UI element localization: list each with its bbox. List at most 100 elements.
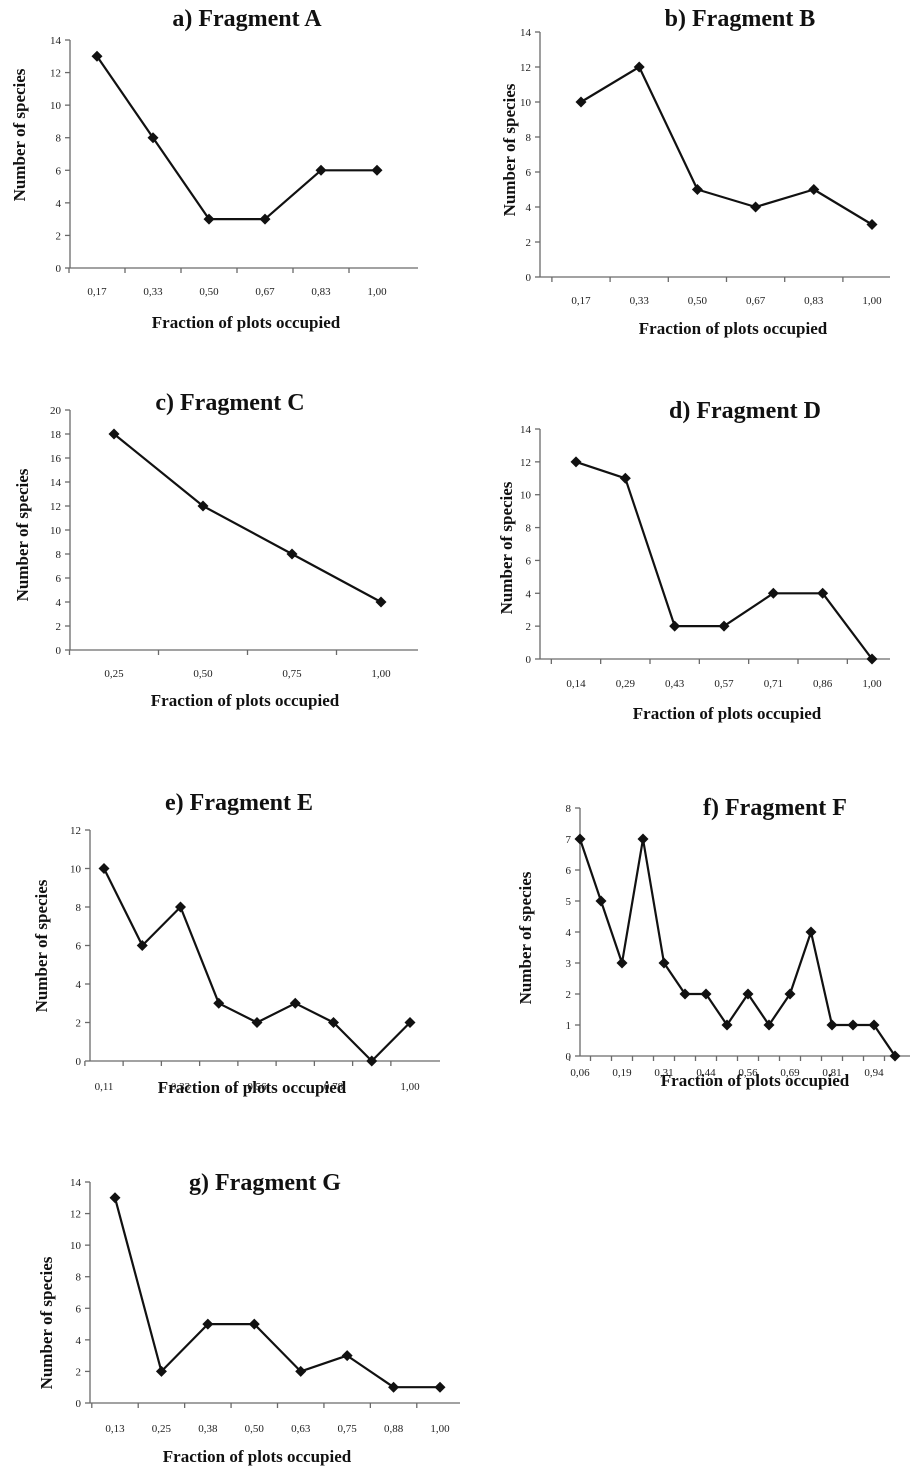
- data-point-marker: [868, 1019, 880, 1031]
- x-tick-label: 0,17: [571, 295, 591, 307]
- x-axis-label: Fraction of plots occupied: [639, 319, 828, 338]
- y-tick-label: 10: [520, 490, 532, 502]
- data-point-marker: [817, 587, 829, 599]
- data-point-marker: [847, 1019, 859, 1031]
- data-point-marker: [289, 997, 301, 1009]
- x-tick-label: 0,17: [87, 286, 107, 298]
- chart-f-svg: f) Fragment F Number of species Fraction…: [516, 795, 910, 1090]
- x-axis-label: Fraction of plots occupied: [661, 1071, 850, 1090]
- y-tick-label: 14: [520, 424, 532, 436]
- y-tick-label: 20: [50, 405, 62, 417]
- data-point-marker: [595, 895, 607, 907]
- series-line: [113, 1197, 440, 1389]
- data-point-marker: [808, 184, 820, 195]
- data-point-marker: [575, 96, 587, 108]
- x-tick-label: 0,71: [764, 678, 783, 690]
- chart-panel-a: a) Fragment A Number of species Fraction…: [0, 0, 430, 345]
- data-point-marker: [763, 1019, 775, 1031]
- data-point-marker: [742, 988, 754, 1000]
- data-point-marker: [366, 1055, 378, 1067]
- x-tick-label: 0,83: [804, 295, 824, 307]
- chart-panel-f: f) Fragment F Number of species Fraction…: [490, 780, 917, 1110]
- data-point-marker: [750, 201, 762, 213]
- data-point-marker: [784, 988, 796, 1000]
- data-point-marker: [574, 833, 586, 845]
- y-tick-label: 2: [56, 230, 62, 242]
- data-point-marker: [98, 863, 110, 874]
- data-point-marker: [658, 957, 670, 969]
- x-tick-label: 0,33: [171, 1081, 191, 1093]
- y-tick-label: 8: [56, 133, 62, 145]
- y-tick-label: 6: [76, 1303, 82, 1315]
- x-axis-label: Fraction of plots occupied: [633, 704, 822, 723]
- y-tick-label: 8: [526, 523, 532, 535]
- data-point-marker: [136, 940, 148, 951]
- y-tick-label: 2: [526, 621, 532, 633]
- y-tick-label: 6: [526, 167, 532, 179]
- x-tick-label: 0,06: [570, 1067, 590, 1079]
- x-tick-label: 0,11: [95, 1081, 114, 1093]
- x-axis-label: Fraction of plots occupied: [152, 313, 341, 332]
- data-point-marker: [315, 164, 327, 176]
- y-tick-label: 7: [566, 834, 572, 846]
- y-tick-label: 8: [76, 902, 82, 914]
- y-tick-label: 2: [76, 1366, 82, 1378]
- data-point-marker: [147, 132, 159, 144]
- y-tick-label: 6: [56, 165, 62, 177]
- x-axis-label: Fraction of plots occupied: [158, 1078, 347, 1097]
- data-point-marker: [202, 1318, 214, 1330]
- chart-e-svg: e) Fragment E Number of species Fraction…: [32, 790, 440, 1097]
- y-tick-label: 4: [526, 202, 532, 214]
- data-point-marker: [108, 428, 120, 440]
- y-tick-label: 14: [50, 477, 62, 489]
- y-tick-label: 1: [566, 1020, 572, 1032]
- data-point-marker: [691, 184, 703, 195]
- x-tick-label: 0,78: [324, 1081, 344, 1093]
- x-tick-label: 0,86: [813, 678, 833, 690]
- y-tick-label: 12: [50, 501, 61, 513]
- data-point-marker: [248, 1318, 260, 1330]
- x-tick-label: 0,13: [105, 1423, 125, 1435]
- y-tick-label: 10: [70, 864, 82, 876]
- y-tick-label: 10: [520, 97, 532, 109]
- data-point-marker: [328, 1017, 339, 1028]
- x-tick-label: 0,69: [780, 1067, 800, 1079]
- y-axis-label: Number of species: [13, 468, 32, 601]
- data-point-marker: [669, 620, 681, 632]
- chart-title: g) Fragment G: [189, 1170, 341, 1196]
- data-point-marker: [679, 988, 691, 1000]
- y-axis-label: Number of species: [516, 871, 535, 1004]
- y-tick-label: 14: [520, 27, 532, 39]
- x-tick-label: 0,67: [746, 295, 766, 307]
- y-tick-label: 2: [566, 989, 572, 1001]
- y-tick-label: 3: [566, 958, 572, 970]
- data-point-marker: [700, 988, 712, 1000]
- x-tick-label: 0,50: [688, 295, 708, 307]
- x-tick-label: 0,25: [104, 668, 124, 680]
- y-tick-label: 12: [520, 457, 531, 469]
- y-axis-label: Number of species: [497, 481, 516, 614]
- y-tick-label: 4: [76, 1335, 82, 1347]
- chart-title: b) Fragment B: [665, 6, 816, 32]
- chart-title: a) Fragment A: [172, 6, 322, 32]
- y-tick-label: 2: [56, 621, 62, 633]
- series-line: [113, 433, 382, 603]
- y-tick-label: 4: [526, 588, 532, 600]
- y-axis-label: Number of species: [37, 1256, 56, 1389]
- data-point-marker: [404, 1017, 416, 1028]
- x-tick-label: 0,29: [616, 678, 636, 690]
- y-tick-label: 4: [56, 198, 62, 210]
- data-point-marker: [434, 1381, 446, 1393]
- x-tick-label: 1,00: [400, 1081, 420, 1093]
- data-point-marker: [570, 456, 582, 468]
- x-tick-label: 0,56: [738, 1067, 758, 1079]
- x-tick-label: 0,50: [199, 286, 219, 298]
- chart-g-svg: g) Fragment G Number of species Fraction…: [37, 1170, 460, 1466]
- chart-b-svg: b) Fragment B Number of species Fraction…: [500, 6, 890, 338]
- y-tick-label: 12: [70, 825, 81, 837]
- x-tick-label: 0,43: [665, 678, 685, 690]
- y-axis-label: Number of species: [32, 879, 51, 1012]
- y-tick-label: 2: [526, 237, 532, 249]
- data-point-marker: [375, 596, 387, 608]
- x-axis-label: Fraction of plots occupied: [151, 691, 340, 710]
